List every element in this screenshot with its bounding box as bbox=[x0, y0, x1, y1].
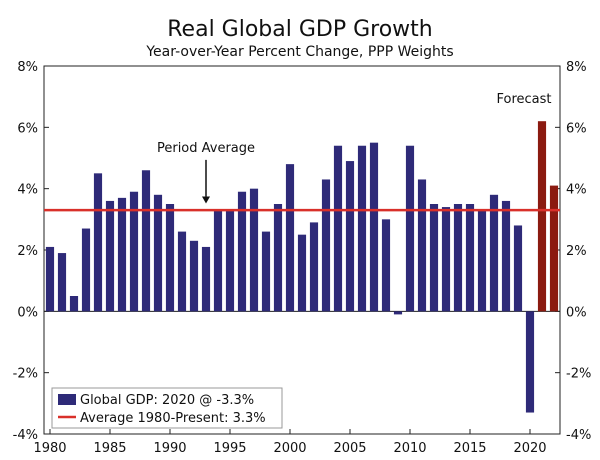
y-tick-label-left: 4% bbox=[17, 183, 38, 198]
bar-2019 bbox=[513, 225, 523, 312]
bar-2020 bbox=[525, 311, 535, 413]
bar-2007 bbox=[369, 142, 379, 312]
bar-2005 bbox=[345, 161, 355, 312]
bar-2010 bbox=[405, 145, 415, 312]
chart-title: Real Global GDP Growth bbox=[167, 17, 432, 42]
y-tick-label-right: 2% bbox=[566, 244, 587, 259]
bar-1997 bbox=[249, 188, 259, 312]
period-average-annotation: Period Average bbox=[157, 141, 255, 156]
bar-1994 bbox=[213, 210, 223, 312]
bar-2022 bbox=[549, 185, 559, 312]
bar-2012 bbox=[429, 204, 439, 312]
bar-2013 bbox=[441, 207, 451, 312]
legend: Global GDP: 2020 @ -3.3% Average 1980-Pr… bbox=[51, 387, 283, 429]
x-tick-label: 1990 bbox=[153, 441, 186, 456]
bar-2009 bbox=[393, 311, 403, 315]
y-tick-label-left: 2% bbox=[17, 244, 38, 259]
period-average-arrowhead bbox=[202, 196, 210, 204]
bar-1990 bbox=[165, 204, 175, 312]
bar-1985 bbox=[105, 200, 115, 312]
bar-1984 bbox=[93, 173, 103, 312]
bar-1996 bbox=[237, 191, 247, 312]
bar-1983 bbox=[81, 228, 91, 312]
x-tick-label: 1980 bbox=[33, 441, 66, 456]
legend-swatch-gdp bbox=[58, 394, 76, 405]
y-tick-label-right: 6% bbox=[566, 121, 587, 136]
legend-label-average: Average 1980-Present: 3.3% bbox=[80, 411, 266, 426]
bar-2001 bbox=[297, 234, 307, 312]
chart-subtitle: Year-over-Year Percent Change, PPP Weigh… bbox=[145, 44, 453, 60]
bar-2021 bbox=[537, 121, 547, 312]
forecast-annotation: Forecast bbox=[496, 92, 551, 107]
bar-2017 bbox=[489, 194, 499, 312]
y-tick-label-right: 8% bbox=[566, 60, 587, 75]
bar-1980 bbox=[45, 246, 55, 312]
x-tick-label: 2000 bbox=[273, 441, 306, 456]
bar-1982 bbox=[69, 296, 79, 312]
bar-1991 bbox=[177, 231, 187, 312]
x-tick-label: 1985 bbox=[93, 441, 126, 456]
y-tick-label-right: -2% bbox=[566, 367, 591, 382]
x-tick-label: 1995 bbox=[213, 441, 246, 456]
bar-1986 bbox=[117, 197, 127, 312]
y-axis-left: -4% -2% 0% 2% 4% 6% 8% bbox=[13, 60, 49, 443]
bar-2008 bbox=[381, 219, 391, 312]
bar-2002 bbox=[309, 222, 319, 312]
bar-1988 bbox=[141, 170, 151, 312]
y-tick-label-left: 0% bbox=[17, 305, 38, 320]
bar-2015 bbox=[465, 204, 475, 312]
bar-1987 bbox=[129, 191, 139, 312]
x-tick-label: 2015 bbox=[453, 441, 486, 456]
bar-1981 bbox=[57, 253, 67, 312]
bar-1998 bbox=[261, 231, 271, 312]
bar-1989 bbox=[153, 194, 163, 312]
y-tick-label-left: 8% bbox=[17, 60, 38, 75]
y-tick-label-left: -2% bbox=[13, 367, 38, 382]
bar-2003 bbox=[321, 179, 331, 312]
x-tick-label: 2020 bbox=[513, 441, 546, 456]
bar-1993 bbox=[201, 246, 211, 312]
bar-series bbox=[45, 121, 559, 413]
bar-2000 bbox=[285, 164, 295, 312]
bar-2018 bbox=[501, 200, 511, 312]
bar-2014 bbox=[453, 204, 463, 312]
bar-1995 bbox=[225, 210, 235, 312]
legend-box bbox=[51, 387, 283, 429]
bar-2004 bbox=[333, 145, 343, 312]
y-tick-label-left: -4% bbox=[13, 428, 38, 443]
x-axis: 1980 1985 1990 1995 2000 2005 2010 2015 2020 bbox=[33, 429, 547, 456]
y-tick-label-right: 0% bbox=[566, 305, 587, 320]
y-tick-label-left: 6% bbox=[17, 121, 38, 136]
bar-1999 bbox=[273, 204, 283, 312]
bar-2011 bbox=[417, 179, 427, 312]
legend-label-gdp: Global GDP: 2020 @ -3.3% bbox=[80, 393, 254, 408]
x-tick-label: 2005 bbox=[333, 441, 366, 456]
x-tick-label: 2010 bbox=[393, 441, 426, 456]
bar-2016 bbox=[477, 210, 487, 312]
bar-2006 bbox=[357, 145, 367, 312]
y-tick-label-right: -4% bbox=[566, 428, 591, 443]
y-axis-right: -4% -2% 0% 2% 4% 6% 8% bbox=[555, 60, 591, 443]
bar-1992 bbox=[189, 240, 199, 312]
y-tick-label-right: 4% bbox=[566, 183, 587, 198]
